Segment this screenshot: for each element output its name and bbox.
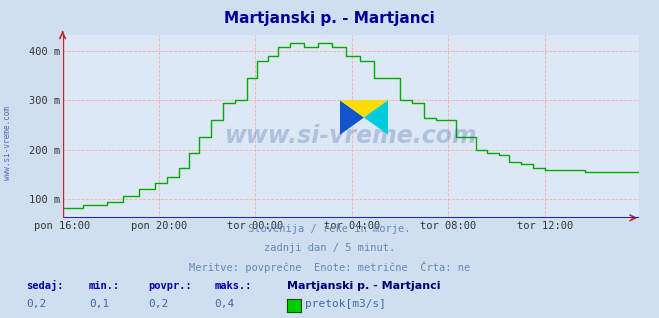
- Text: www.si-vreme.com: www.si-vreme.com: [225, 124, 477, 148]
- Text: Slovenija / reke in morje.: Slovenija / reke in morje.: [248, 224, 411, 234]
- Text: 0,1: 0,1: [89, 299, 109, 309]
- Text: 0,4: 0,4: [214, 299, 235, 309]
- Text: pretok[m3/s]: pretok[m3/s]: [305, 299, 386, 309]
- Polygon shape: [340, 100, 364, 135]
- Polygon shape: [364, 100, 388, 135]
- Polygon shape: [340, 100, 388, 118]
- Text: maks.:: maks.:: [214, 281, 252, 291]
- Text: Martjanski p. - Martjanci: Martjanski p. - Martjanci: [287, 281, 440, 291]
- Text: 0,2: 0,2: [26, 299, 47, 309]
- Text: sedaj:: sedaj:: [26, 280, 64, 291]
- Text: povpr.:: povpr.:: [148, 281, 192, 291]
- Text: min.:: min.:: [89, 281, 120, 291]
- Text: zadnji dan / 5 minut.: zadnji dan / 5 minut.: [264, 243, 395, 252]
- Text: 0,2: 0,2: [148, 299, 169, 309]
- Text: Meritve: povprečne  Enote: metrične  Črta: ne: Meritve: povprečne Enote: metrične Črta:…: [189, 261, 470, 273]
- Text: Martjanski p. - Martjanci: Martjanski p. - Martjanci: [224, 11, 435, 26]
- Text: www.si-vreme.com: www.si-vreme.com: [3, 106, 13, 180]
